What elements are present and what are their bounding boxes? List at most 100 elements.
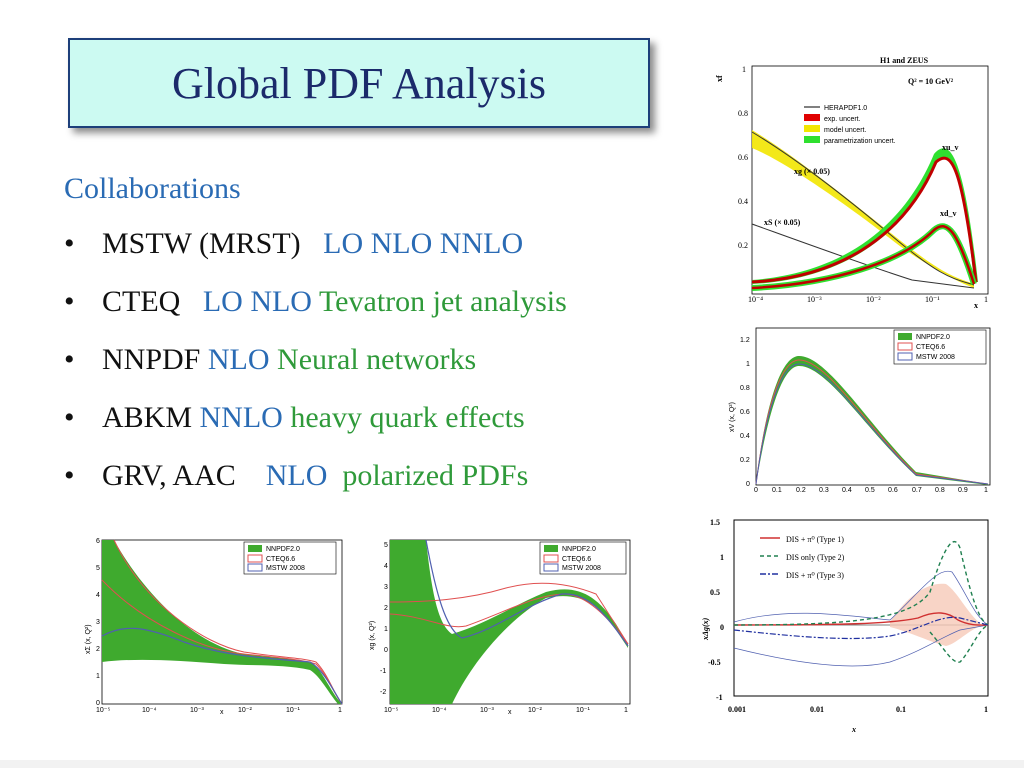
y-tick: -1: [716, 693, 723, 702]
legend-entry: NNPDF2.0: [266, 546, 300, 553]
x-ticks: 0 0.1 0.2 0.3 0.4 0.5 0.6 0.7 0.8 0.9 1: [754, 487, 988, 494]
x-tick: 0.3: [819, 487, 829, 494]
type3-band-lower: [733, 624, 989, 667]
bullet-dot: •: [64, 227, 75, 260]
x-tick: 10⁻¹: [286, 707, 300, 714]
legend-entry: MSTW 2008: [562, 565, 601, 572]
x-tick: 0.1: [896, 705, 906, 714]
nnpdf-band: [756, 355, 988, 485]
y-tick: 2: [384, 605, 388, 612]
y-ticks: 1 0.8 0.6 0.4 0.2: [738, 65, 748, 250]
slide-title-box: Global PDF Analysis: [68, 38, 650, 128]
collab-name: MSTW (MRST): [102, 227, 301, 260]
collab-name: NNPDF: [102, 343, 201, 376]
y-tick: 1: [96, 673, 100, 680]
type2-curve-lower: [929, 624, 989, 663]
figure-delta-g: xΔg(x) 1.5 1 0.5 0 -0.5 -1 0.001 0.01 0.…: [690, 512, 1000, 738]
collab-orders: NLO: [265, 459, 328, 492]
collab-orders: NLO: [207, 343, 270, 376]
figure-xv: xV (x, Q²) 1.2 1 0.8 0.6 0.4 0.2 0 0 0.1…: [726, 322, 996, 494]
legend-entry: NNPDF2.0: [562, 546, 596, 553]
xg-curve: [751, 131, 975, 286]
x-tick: 10⁻³: [807, 295, 822, 304]
curve-label: xd_v: [940, 209, 956, 218]
x-ticks: 10⁻⁵ 10⁻⁴ 10⁻³ 10⁻² 10⁻¹ 1: [96, 707, 342, 714]
y-tick: 5: [96, 565, 100, 572]
fig-title: H1 and ZEUS: [880, 56, 929, 65]
mstw-curve: [101, 627, 343, 705]
legend-entry: CTEQ6.6: [562, 556, 591, 563]
y-tick: 0: [384, 647, 388, 654]
x-tick: 10⁻¹: [925, 295, 940, 304]
y-tick: 4: [384, 563, 388, 570]
x-ticks: 0.001 0.01 0.1 1: [728, 705, 988, 714]
cteq-curve-lower: [389, 593, 629, 645]
collab-name: CTEQ: [102, 285, 181, 318]
type3-curve: [733, 616, 989, 640]
bullet-dot: •: [64, 401, 75, 434]
xdv-curve: [751, 224, 976, 290]
legend-entry: exp. uncert.: [824, 116, 861, 123]
x-tick: 0.01: [810, 705, 824, 714]
x-tick: 0.5: [865, 487, 875, 494]
figure-herapdf: H1 and ZEUS Q² = 10 GeV² xf 1 0.8 0.6 0.…: [712, 44, 996, 310]
x-tick: 1: [984, 705, 988, 714]
y-tick: 6: [96, 538, 100, 545]
collaborations-list: • MSTW (MRST) LO NLO NNLO • CTEQ LO NLO Te…: [64, 222, 567, 512]
x-tick: 10⁻⁴: [142, 707, 157, 714]
legend: NNPDF2.0 CTEQ6.6 MSTW 2008: [539, 541, 627, 575]
bullet-dot: •: [64, 285, 75, 318]
y-ticks: 6 5 4 3 2 1 0: [96, 538, 100, 707]
y-tick: 0.4: [740, 433, 750, 440]
bullet-mstw: • MSTW (MRST) LO NLO NNLO: [64, 222, 567, 280]
x-tick: 10⁻²: [866, 295, 881, 304]
collab-note: heavy quark effects: [290, 401, 525, 434]
collab-note: Neural networks: [277, 343, 477, 376]
type3-band-upper: [733, 570, 989, 626]
x-tick: 0: [754, 487, 758, 494]
y-tick: 0: [96, 700, 100, 707]
slide-bottom-strip: [0, 760, 1024, 768]
y-axis-label: xV (x, Q²): [729, 402, 736, 432]
x-tick: 0.2: [796, 487, 806, 494]
type1-band: [890, 583, 982, 646]
legend-entry: model uncert.: [824, 127, 866, 134]
y-ticks: 1.5 1 0.5 0 -0.5 -1: [708, 518, 724, 702]
y-tick: 2: [96, 646, 100, 653]
y-tick: 0.5: [710, 588, 720, 597]
collab-note: Tevatron jet analysis: [318, 285, 567, 318]
x-tick: 10⁻⁵: [96, 707, 110, 714]
x-ticks: 10⁻⁵ 10⁻⁴ 10⁻³ 10⁻² 10⁻¹ 1: [384, 707, 628, 714]
x-tick: 10⁻³: [480, 707, 494, 714]
y-axis-label: xg (x, Q²): [369, 621, 376, 650]
xs-curve: [751, 223, 975, 289]
x-tick: 10⁻³: [190, 707, 204, 714]
x-axis-label: x: [851, 725, 856, 734]
type1-curve: [733, 612, 989, 626]
curve-label: xS (× 0.05): [764, 218, 801, 227]
collaborations-heading: Collaborations: [64, 172, 241, 205]
cteq-curve: [755, 359, 989, 485]
y-tick: 0.2: [740, 457, 750, 464]
legend-entry: HERAPDF1.0: [824, 105, 867, 112]
y-tick: 1: [720, 553, 724, 562]
bullet-dot: •: [64, 343, 75, 376]
collab-orders: LO NLO NNLO: [323, 227, 524, 260]
y-tick: 1: [742, 65, 746, 74]
y-ticks: 1.2 1 0.8 0.6 0.4 0.2 0: [740, 337, 750, 488]
legend-entry: MSTW 2008: [916, 354, 955, 361]
collab-orders: LO NLO: [202, 285, 312, 318]
y-tick: -1: [380, 668, 386, 675]
y-axis-label: xf: [715, 75, 724, 82]
legend-entry: DIS only (Type 2): [786, 553, 845, 562]
x-ticks: 10⁻⁴ 10⁻³ 10⁻² 10⁻¹ 1: [748, 295, 988, 304]
legend: NNPDF2.0 CTEQ6.6 MSTW 2008: [243, 541, 337, 575]
y-axis-label: xΔg(x): [701, 617, 710, 641]
legend: DIS + π⁰ (Type 1) DIS only (Type 2) DIS …: [760, 535, 845, 580]
x-tick: 10⁻²: [238, 707, 252, 714]
x-axis-label: x: [508, 709, 512, 714]
nnpdf-band: [390, 540, 628, 704]
legend-entry: DIS + π⁰ (Type 1): [786, 535, 844, 544]
y-tick: 1: [746, 361, 750, 368]
xuv-band: [752, 148, 978, 284]
